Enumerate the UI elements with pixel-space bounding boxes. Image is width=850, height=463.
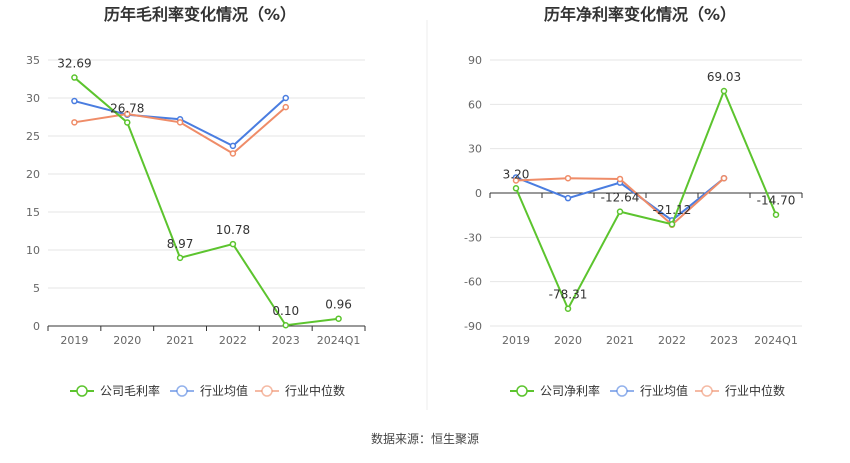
data-label: 69.03 <box>707 70 741 84</box>
data-point[interactable] <box>282 94 289 102</box>
data-point[interactable] <box>176 254 184 262</box>
data-point[interactable] <box>71 119 78 126</box>
chart-title: 历年毛利率变化情况（%） <box>104 5 296 24</box>
data-point[interactable] <box>512 177 520 184</box>
data-label: 0.96 <box>325 298 352 312</box>
data-point[interactable] <box>772 211 780 218</box>
y-tick-label: 0 <box>475 187 482 200</box>
legend-label: 行业中位数 <box>285 383 345 398</box>
data-label: -12.64 <box>601 191 640 205</box>
x-tick-label: 2023 <box>272 334 300 347</box>
legend-marker <box>76 385 88 397</box>
legend-label: 行业均值 <box>200 383 248 398</box>
data-label: 26.78 <box>110 101 144 115</box>
x-tick-label: 2020 <box>554 334 582 347</box>
x-tick-label: 2019 <box>60 334 88 347</box>
legend-marker <box>176 385 188 397</box>
y-tick-label: 20 <box>26 168 40 181</box>
y-tick-label: 30 <box>468 143 482 156</box>
data-point[interactable] <box>71 97 78 105</box>
x-tick-label: 2021 <box>606 334 634 347</box>
y-tick-label: -60 <box>464 276 482 289</box>
data-point[interactable] <box>282 321 289 329</box>
data-point[interactable] <box>512 185 520 192</box>
legend-marker <box>516 385 528 397</box>
data-label: 8.97 <box>167 237 194 251</box>
y-tick-label: 30 <box>26 92 40 105</box>
data-point[interactable] <box>616 175 624 183</box>
x-tick-label: 2019 <box>502 334 530 347</box>
legend-item[interactable]: 公司毛利率 <box>70 383 160 398</box>
legend-label: 公司净利率 <box>540 383 600 398</box>
data-point[interactable] <box>282 103 289 111</box>
chart-title: 历年净利率变化情况（%） <box>544 5 736 24</box>
y-tick-label: 5 <box>33 282 40 295</box>
x-tick-label: 2022 <box>219 334 247 347</box>
data-point[interactable] <box>229 142 237 150</box>
chart-panel-2: 历年净利率变化情况（%） -90 -60 -30 0 30 60 90 2019 2020 2021… <box>464 5 803 398</box>
y-tick-label: 35 <box>26 54 40 67</box>
legend-item[interactable]: 行业中位数 <box>255 383 345 398</box>
legend-marker <box>261 385 273 397</box>
y-tick-label: 60 <box>468 98 482 111</box>
data-point[interactable] <box>720 174 728 182</box>
data-point[interactable] <box>668 220 676 228</box>
x-tick-label: 2020 <box>113 334 141 347</box>
data-point[interactable] <box>335 315 342 322</box>
data-source: 数据来源：恒生聚源 <box>370 432 479 446</box>
series-line <box>515 88 777 312</box>
data-label: -78.31 <box>549 288 588 302</box>
data-point[interactable] <box>720 87 728 95</box>
x-tick-label: 2021 <box>166 334 194 347</box>
data-point[interactable] <box>229 150 237 157</box>
y-tick-label: 90 <box>468 54 482 67</box>
x-tick-label: 2024Q1 <box>317 334 361 347</box>
data-label: 32.69 <box>57 57 91 71</box>
data-point[interactable] <box>564 174 572 182</box>
x-tick-label: 2024Q1 <box>754 334 798 347</box>
y-tick-label: 0 <box>33 320 40 333</box>
data-label: -14.70 <box>757 194 796 208</box>
y-tick-label: 25 <box>26 130 40 143</box>
data-point[interactable] <box>176 119 184 126</box>
legend-label: 公司毛利率 <box>100 383 160 398</box>
series-line <box>73 76 339 327</box>
data-point[interactable] <box>124 110 131 118</box>
data-point[interactable] <box>564 194 572 202</box>
data-label: 3.20 <box>503 167 530 181</box>
data-point[interactable] <box>124 119 131 126</box>
data-point[interactable] <box>564 305 572 312</box>
legend-item[interactable]: 行业中位数 <box>695 383 785 398</box>
legend-item[interactable]: 公司净利率 <box>510 383 600 398</box>
legend-item[interactable]: 行业均值 <box>170 383 248 398</box>
y-tick-label: 10 <box>26 244 40 257</box>
y-tick-label: -30 <box>464 231 482 244</box>
chart-panel-1: 历年毛利率变化情况（%） 0 5 10 15 20 25 30 35 2019 2020 2021 20… <box>26 5 366 398</box>
y-tick-label: -90 <box>464 320 482 333</box>
series-line <box>74 106 287 155</box>
data-point[interactable] <box>229 240 237 248</box>
data-label: -21.12 <box>653 203 692 217</box>
legend-label: 行业中位数 <box>725 383 785 398</box>
x-tick-label: 2023 <box>710 334 738 347</box>
x-tick-label: 2022 <box>658 334 686 347</box>
y-tick-label: 15 <box>26 206 40 219</box>
legend-marker <box>616 385 628 397</box>
data-point[interactable] <box>71 74 78 81</box>
data-label: 10.78 <box>216 223 250 237</box>
legend-label: 行业均值 <box>640 383 688 398</box>
legend-marker <box>701 385 713 397</box>
data-label: 0.10 <box>272 304 299 318</box>
legend-item[interactable]: 行业均值 <box>610 383 688 398</box>
data-point[interactable] <box>616 208 624 215</box>
